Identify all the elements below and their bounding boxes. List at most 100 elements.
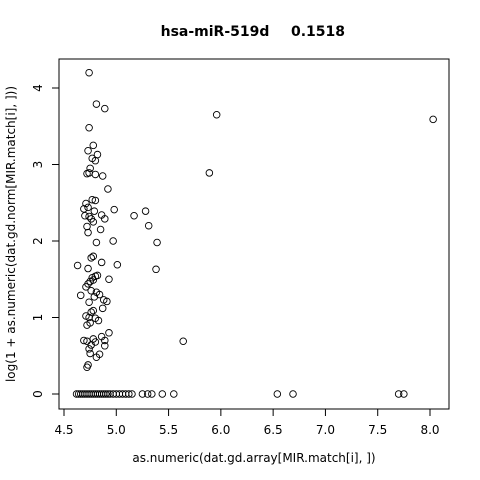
chart-title-value: 0.1518: [291, 24, 345, 40]
data-point: [158, 390, 167, 398]
data-point: [83, 337, 91, 345]
data-point: [83, 321, 91, 329]
x-tick-label: 4.5: [54, 423, 73, 437]
data-point: [94, 316, 103, 325]
data-point: [289, 390, 297, 398]
data-point: [153, 238, 161, 247]
data-point: [102, 390, 110, 398]
data-point: [93, 271, 102, 280]
data-point: [90, 293, 99, 301]
data-point: [179, 337, 187, 345]
data-point: [144, 221, 153, 230]
data-point: [81, 212, 89, 220]
data-point: [98, 304, 107, 313]
data-point: [205, 169, 214, 177]
data-point: [87, 308, 95, 316]
x-axis: 4.5 5.0 5.5 6.0 6.5 7.0 7.5 8.0: [54, 408, 440, 437]
data-point: [113, 260, 122, 269]
data-point: [138, 390, 147, 398]
data-point: [125, 390, 133, 398]
data-point: [85, 212, 93, 221]
data-point: [141, 207, 150, 215]
x-tick-label: 7.0: [316, 423, 335, 437]
y-tick-label: 4: [31, 84, 45, 92]
data-point: [110, 205, 118, 214]
data-point: [97, 258, 106, 267]
data-point: [76, 291, 85, 300]
x-tick-label: 8.0: [420, 423, 439, 437]
data-point: [87, 341, 95, 349]
data-point: [85, 298, 93, 306]
data-point: [92, 238, 101, 247]
data-point: [89, 141, 98, 150]
x-tick-label: 5.0: [107, 423, 126, 437]
data-point: [104, 185, 112, 193]
x-axis-title: as.numeric(dat.gd.array[MIR.match[i], ]): [132, 451, 375, 465]
data-point: [103, 297, 111, 306]
x-tick-label: 6.0: [211, 423, 230, 437]
data-point: [87, 254, 95, 262]
data-point: [84, 203, 92, 212]
data-point: [130, 212, 138, 220]
data-point: [84, 264, 92, 273]
data-point: [86, 164, 94, 173]
data-point: [86, 349, 94, 358]
data-point: [92, 100, 101, 108]
data-point: [91, 196, 100, 205]
data-point: [104, 390, 112, 398]
data-point: [82, 199, 90, 208]
y-tick-label: 3: [31, 161, 45, 169]
y-axis: 0 1 2 3 4: [31, 84, 60, 398]
data-point: [85, 68, 93, 77]
data-point: [92, 353, 101, 362]
data-point: [87, 286, 95, 295]
data-point: [105, 275, 113, 284]
data-point: [128, 390, 136, 398]
data-point: [152, 265, 160, 274]
data-point: [89, 252, 98, 261]
data-point: [429, 115, 437, 124]
x-tick-label: 7.5: [368, 423, 387, 437]
data-point: [212, 111, 221, 119]
data-point: [101, 104, 109, 113]
data-point: [85, 345, 93, 353]
data-point: [80, 336, 88, 345]
data-point: [105, 329, 113, 337]
data-point: [143, 390, 152, 398]
data-point: [86, 277, 94, 286]
data-point: [73, 261, 82, 270]
data-point: [90, 207, 99, 215]
data-point: [89, 306, 98, 315]
data-point: [83, 363, 91, 371]
data-point: [394, 390, 403, 398]
data-points: [72, 68, 437, 398]
data-point: [85, 124, 93, 132]
data-point: [148, 390, 156, 398]
y-tick-label: 0: [31, 390, 45, 398]
data-point: [95, 290, 104, 299]
data-point: [170, 390, 178, 398]
y-tick-label: 2: [31, 237, 45, 245]
data-point: [84, 146, 92, 155]
data-point: [82, 283, 90, 291]
data-point: [89, 218, 98, 226]
data-point: [98, 172, 107, 180]
data-point: [84, 228, 92, 237]
x-tick-label: 6.5: [264, 423, 283, 437]
data-point: [109, 237, 117, 245]
data-point: [273, 390, 282, 398]
y-tick-label: 1: [31, 314, 45, 322]
y-axis-title: log(1 + as.numeric(dat.gd.norm[MIR.match…: [4, 86, 18, 382]
data-point: [91, 156, 100, 165]
data-point: [96, 225, 105, 234]
data-point: [400, 390, 408, 398]
x-tick-label: 5.5: [159, 423, 178, 437]
data-point: [101, 336, 109, 345]
data-point: [91, 170, 100, 179]
data-point: [101, 342, 109, 350]
data-point: [101, 215, 109, 223]
data-point: [88, 195, 96, 204]
chart-title: hsa-miR-519d: [161, 24, 270, 40]
